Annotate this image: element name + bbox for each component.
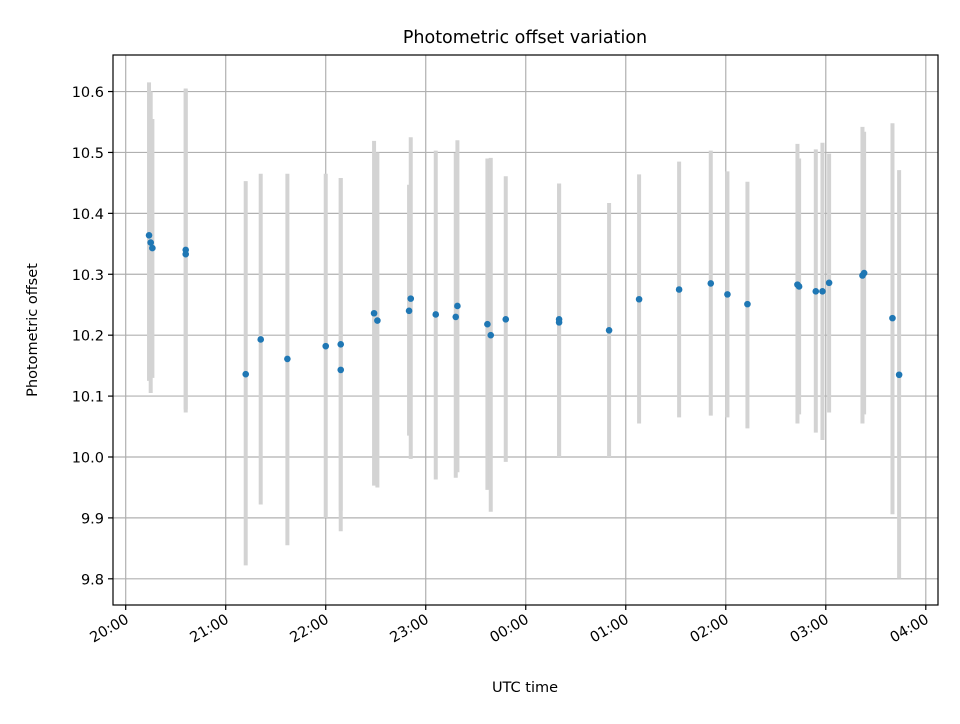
y-tick-label: 10.6 (72, 85, 104, 101)
data-point (889, 314, 896, 322)
data-point (454, 302, 461, 310)
data-point (825, 279, 833, 287)
data-point (242, 370, 250, 378)
data-point (744, 300, 751, 308)
data-point (257, 336, 265, 343)
data-point (374, 317, 381, 324)
data-point (452, 313, 460, 321)
y-tick-label: 10.2 (72, 329, 104, 345)
data-points (145, 231, 903, 379)
data-point (145, 231, 153, 239)
data-point (675, 286, 683, 293)
data-point (370, 309, 378, 317)
data-point (322, 342, 330, 350)
data-point (337, 341, 345, 348)
data-point (819, 288, 826, 295)
y-tick-label: 10.3 (72, 268, 104, 284)
data-point (484, 320, 491, 328)
y-tick-label: 9.9 (81, 511, 104, 527)
y-axis: 9.8 9.9 10.0 10.1 10.2 10.3 10.4 10.5 10.6 (72, 85, 113, 588)
data-point (149, 244, 156, 252)
data-point (635, 295, 643, 303)
data-point (707, 280, 715, 287)
data-point (284, 355, 291, 363)
data-point (895, 371, 903, 379)
grid (113, 55, 938, 605)
data-point (405, 307, 413, 315)
y-tick-label: 10.0 (72, 450, 104, 466)
data-point (555, 319, 563, 326)
data-point (812, 288, 820, 295)
data-point (407, 295, 415, 302)
data-point (147, 239, 155, 246)
y-tick-label: 9.8 (81, 572, 104, 588)
data-point (605, 327, 613, 334)
y-tick-label: 10.4 (72, 207, 104, 223)
data-point (337, 366, 345, 374)
y-axis-label: Photometric offset (25, 263, 41, 397)
data-point (487, 331, 495, 339)
data-point (502, 316, 510, 323)
data-point (182, 250, 190, 258)
data-point (795, 283, 803, 290)
data-point (860, 269, 868, 277)
chart-title: Photometric offset variation (403, 28, 647, 48)
y-tick-label: 10.1 (72, 390, 104, 406)
x-axis-label: UTC time (492, 680, 558, 696)
y-tick-label: 10.5 (72, 146, 104, 162)
data-point (432, 311, 440, 318)
data-point (724, 291, 731, 298)
